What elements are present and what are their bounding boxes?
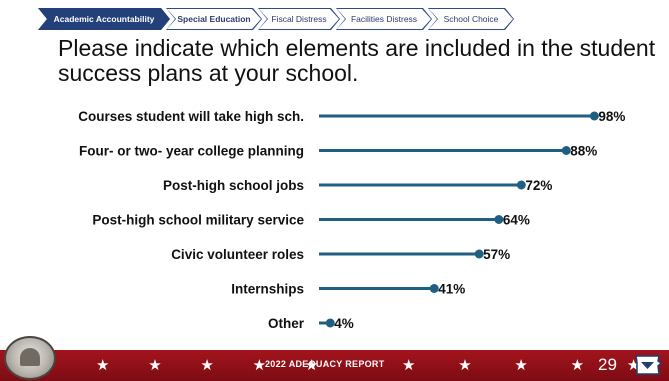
lollipop-dot — [589, 111, 599, 121]
value-label: 4% — [334, 316, 354, 331]
lollipop-dot — [325, 318, 335, 328]
category-label: Internships — [231, 282, 304, 297]
value-label: 41% — [438, 282, 465, 297]
category-label: Courses student will take high sch. — [78, 109, 304, 124]
category-label: Post-high school military service — [92, 213, 304, 228]
lollipop-dot — [516, 180, 526, 190]
footer-bar: ★ ★ ★ ★ ★ 2022 ADEQUACY REPORT ★ ★ ★ ★ ★… — [0, 350, 669, 381]
lollipop-dot — [429, 284, 439, 293]
value-label: 98% — [598, 109, 625, 124]
tab-fiscal-distress[interactable]: Fiscal Distress — [259, 9, 339, 29]
arkansas-logo-icon — [635, 355, 663, 375]
value-label: 57% — [483, 247, 510, 262]
footer-stars-left: ★ ★ ★ ★ ★ — [96, 356, 336, 374]
category-label: Civic volunteer roles — [171, 247, 304, 262]
page-number: 29 — [598, 355, 617, 374]
tab-academic-accountability[interactable]: Academic Accountability — [38, 8, 170, 30]
state-seal-icon — [4, 336, 56, 380]
category-label: Four- or two- year college planning — [79, 144, 304, 159]
value-label: 72% — [525, 178, 552, 193]
tab-facilities-distress[interactable]: Facilities Distress — [337, 9, 431, 29]
page-title: Please indicate which elements are inclu… — [58, 35, 656, 86]
value-label: 64% — [503, 213, 530, 228]
footer-stars-right: ★ ★ ★ ★ ★ — [402, 356, 660, 374]
tab-strip: Academic Accountability Special Educatio… — [38, 8, 442, 30]
value-label: 88% — [570, 144, 597, 159]
lollipop-dot — [561, 146, 571, 155]
lollipop-chart: Courses student will take high sch. 98% Fo… — [78, 109, 625, 331]
footer-report-title: 2022 ADEQUACY REPORT — [265, 359, 385, 369]
category-label: Other — [268, 316, 305, 331]
tab-special-education[interactable]: Special Education — [167, 9, 261, 29]
lollipop-dot — [474, 249, 484, 259]
lollipop-dot — [494, 215, 504, 224]
tab-school-choice[interactable]: School Choice — [429, 9, 513, 29]
category-label: Post-high school jobs — [163, 178, 304, 193]
